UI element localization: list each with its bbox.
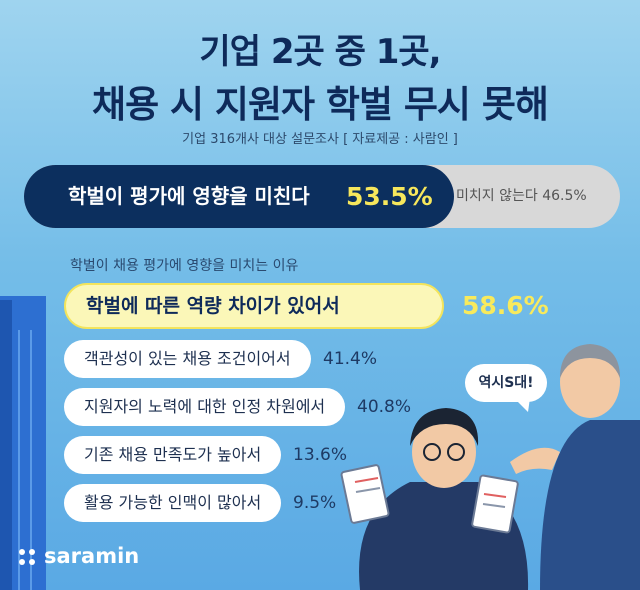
woman-figure <box>340 408 529 590</box>
reason-value: 9.5% <box>293 493 337 513</box>
main-stacked-bar: 학벌이 평가에 영향을 미친다 53.5% 미치지 않는다 46.5% <box>24 165 620 228</box>
reason-label: 객관성이 있는 채용 조건이어서 <box>84 349 291 368</box>
reason-bar: 기존 채용 만족도가 높아서 <box>64 436 281 474</box>
building-shadow <box>0 300 12 590</box>
man-figure <box>510 344 640 590</box>
bar-segment-yes <box>24 165 454 228</box>
reason-bar: 학벌에 따른 역량 차이가 있어서 <box>64 283 444 329</box>
reason-label: 학벌에 따른 역량 차이가 있어서 <box>86 295 340 317</box>
reason-value: 13.6% <box>293 445 348 465</box>
survey-source: 기업 316개사 대상 설문조사 [ 자료제공 : 사람인 ] <box>182 132 458 147</box>
page-title: 기업 2곳 중 1곳, <box>199 32 441 72</box>
speech-bubble-tail <box>514 398 530 412</box>
building-line <box>18 330 20 590</box>
bar-value-no: 46.5% <box>542 188 587 204</box>
page-subtitle-headline: 채용 시 지원자 학벌 무시 못해 <box>92 83 549 126</box>
speech-bubble-text: 역시S대! <box>478 375 534 391</box>
bar-label-no: 미치지 않는다 46.5% <box>456 165 587 228</box>
reason-value: 58.6% <box>462 291 549 320</box>
reason-label: 활용 가능한 인맥이 많아서 <box>84 493 262 512</box>
reason-label: 지원자의 노력에 대한 인정 차원에서 <box>84 397 326 416</box>
reason-bar: 지원자의 노력에 대한 인정 차원에서 <box>64 388 345 426</box>
speech-bubble: 역시S대! <box>465 364 547 402</box>
reason-bar: 활용 가능한 인맥이 많아서 <box>64 484 281 522</box>
bar-value-yes: 53.5% <box>346 182 433 211</box>
brand-name: saramin <box>44 544 140 568</box>
reason-value: 40.8% <box>357 397 412 417</box>
saramin-logo-icon <box>19 549 35 565</box>
building-line <box>30 330 32 590</box>
reason-value: 41.4% <box>323 349 378 369</box>
reason-bar: 객관성이 있는 채용 조건이어서 <box>64 340 311 378</box>
reason-label: 기존 채용 만족도가 높아서 <box>84 445 262 464</box>
bar-label-yes: 학벌이 평가에 영향을 미친다 <box>68 184 310 208</box>
reasons-title: 학벌이 채용 평가에 영향을 미치는 이유 <box>70 258 299 274</box>
bar-label-no-text: 미치지 않는다 <box>456 188 538 204</box>
